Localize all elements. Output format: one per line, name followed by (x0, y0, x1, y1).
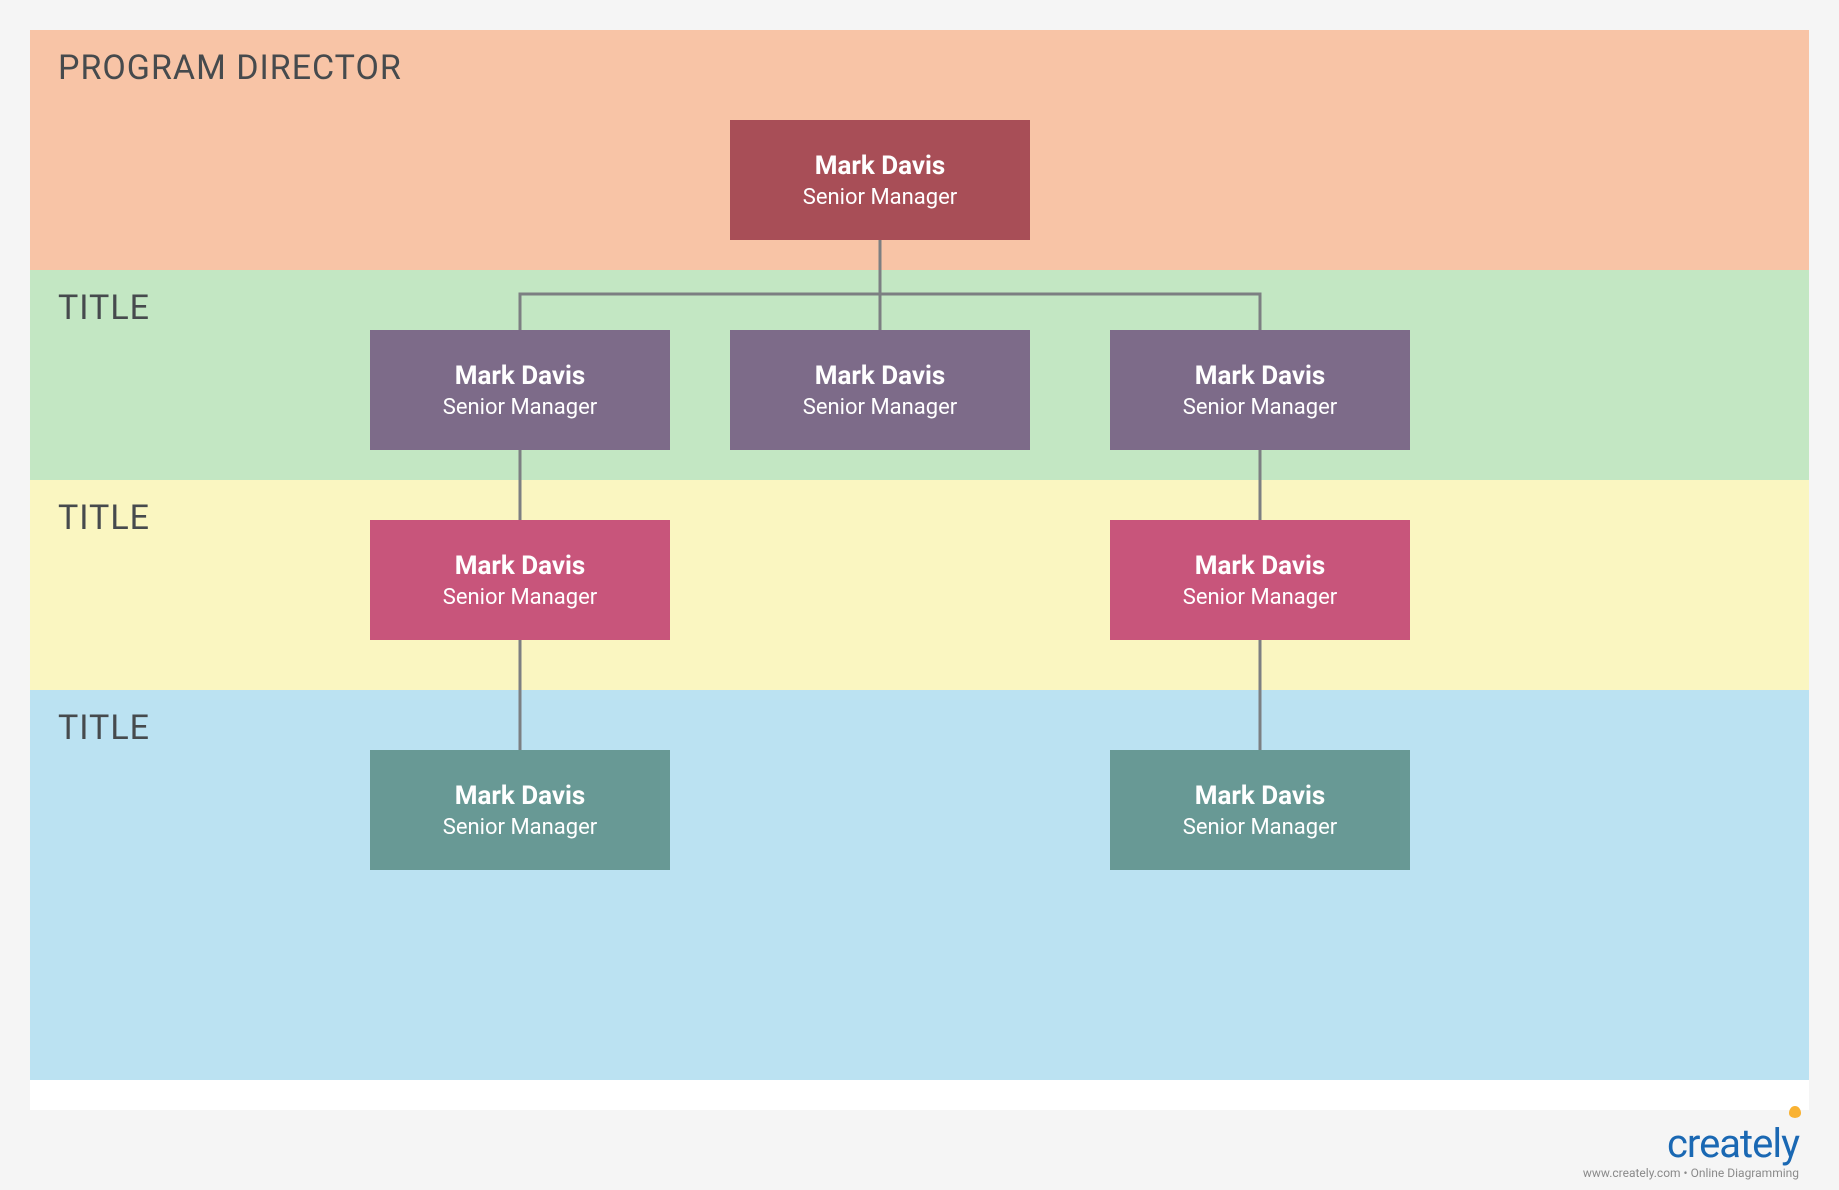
node-role: Senior Manager (1183, 395, 1337, 420)
org-node: Mark Davis Senior Manager (370, 330, 670, 450)
node-name: Mark Davis (455, 551, 586, 581)
org-node: Mark Davis Senior Manager (1110, 520, 1410, 640)
node-name: Mark Davis (1195, 551, 1326, 581)
org-node: Mark Davis Senior Manager (370, 750, 670, 870)
node-role: Senior Manager (1183, 585, 1337, 610)
node-role: Senior Manager (803, 395, 957, 420)
node-role: Senior Manager (443, 585, 597, 610)
org-node: Mark Davis Senior Manager (730, 330, 1030, 450)
brand-watermark: creately www.creately.com • Online Diagr… (1583, 1124, 1799, 1180)
node-role: Senior Manager (443, 395, 597, 420)
org-node-root: Mark Davis Senior Manager (730, 120, 1030, 240)
node-name: Mark Davis (455, 781, 586, 811)
org-node: Mark Davis Senior Manager (1110, 330, 1410, 450)
brand-logo: creately (1583, 1124, 1799, 1164)
bulb-icon (1789, 1106, 1801, 1118)
node-name: Mark Davis (1195, 781, 1326, 811)
node-name: Mark Davis (1195, 361, 1326, 391)
node-name: Mark Davis (455, 361, 586, 391)
brand-tagline: www.creately.com • Online Diagramming (1583, 1166, 1799, 1180)
node-name: Mark Davis (815, 151, 946, 181)
node-role: Senior Manager (803, 185, 957, 210)
band-label: PROGRAM DIRECTOR (58, 48, 402, 88)
band-label: TITLE (58, 498, 150, 538)
node-role: Senior Manager (1183, 815, 1337, 840)
node-role: Senior Manager (443, 815, 597, 840)
node-name: Mark Davis (815, 361, 946, 391)
org-node: Mark Davis Senior Manager (1110, 750, 1410, 870)
band-title-3: TITLE (30, 690, 1809, 1080)
diagram-canvas: PROGRAM DIRECTOR TITLE TITLE TITLE Mark … (30, 30, 1809, 1110)
band-label: TITLE (58, 708, 150, 748)
org-node: Mark Davis Senior Manager (370, 520, 670, 640)
band-title-2: TITLE (30, 480, 1809, 690)
band-label: TITLE (58, 288, 150, 328)
